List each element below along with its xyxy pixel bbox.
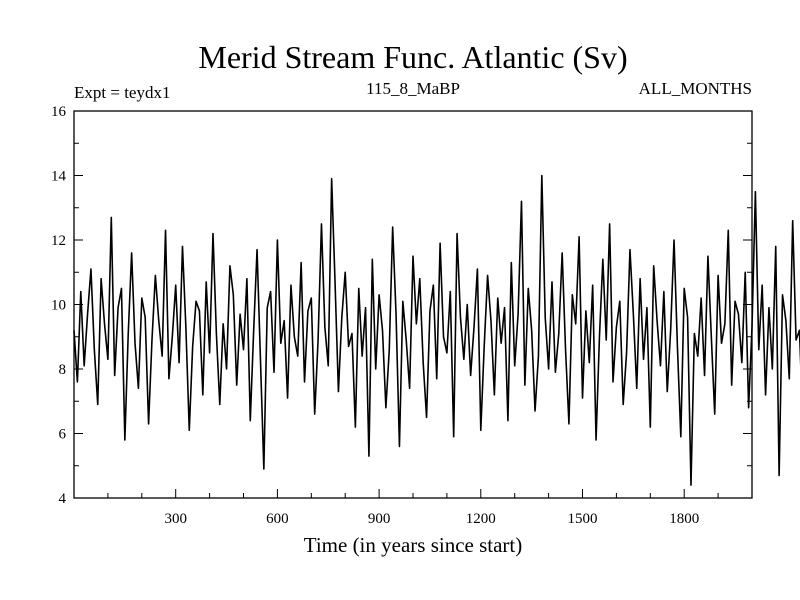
header-left-label: Expt = teydx1 — [74, 83, 170, 102]
x-axis-label: Time (in years since start) — [304, 533, 523, 557]
y-tick-label: 10 — [51, 298, 66, 314]
y-tick-label: 8 — [59, 362, 67, 378]
y-tick-label: 6 — [59, 427, 67, 443]
x-tick-label: 900 — [368, 511, 391, 527]
data-layer — [73, 174, 800, 486]
chart-title: Merid Stream Func. Atlantic (Sv) — [198, 39, 627, 75]
x-tick-label: 1200 — [466, 511, 496, 527]
x-tick-label: 300 — [164, 511, 187, 527]
y-tick-label: 14 — [51, 169, 67, 185]
x-tick-label: 600 — [266, 511, 289, 527]
plot-area: 300 600 900 1200 1500 1800 4 6 8 10 12 14 16 — [51, 104, 800, 527]
x-tick-label: 1500 — [568, 511, 598, 527]
x-tick-label: 1800 — [669, 511, 699, 527]
y-tick-label: 4 — [59, 491, 67, 507]
y-tick-label: 12 — [51, 233, 66, 249]
x-axis: 300 600 900 1200 1500 1800 — [107, 489, 719, 527]
y-tick-label: 16 — [51, 104, 67, 120]
header-right-label: ALL_MONTHS — [639, 79, 752, 98]
y-axis: 4 6 8 10 12 14 16 — [51, 104, 752, 507]
header-center-label: 115_8_MaBP — [366, 79, 460, 98]
series-line-0 — [73, 174, 800, 486]
